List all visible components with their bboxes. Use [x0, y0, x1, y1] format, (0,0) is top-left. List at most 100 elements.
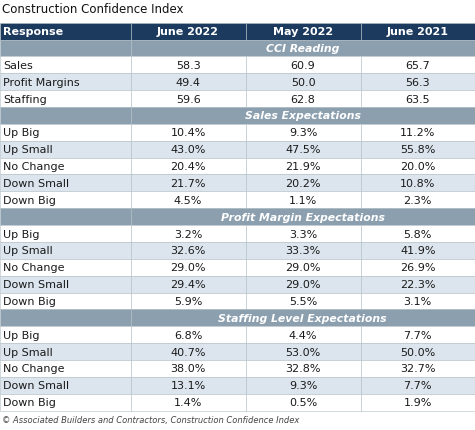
- Bar: [361, 343, 475, 360]
- Text: No Change: No Change: [3, 364, 65, 374]
- Text: Up Big: Up Big: [3, 128, 40, 138]
- Text: Up Small: Up Small: [3, 347, 53, 357]
- Bar: [361, 394, 475, 411]
- Bar: [131, 377, 246, 394]
- Text: 10.4%: 10.4%: [171, 128, 206, 138]
- Text: 29.0%: 29.0%: [285, 280, 321, 289]
- Bar: [246, 192, 361, 209]
- Bar: [361, 377, 475, 394]
- Bar: [361, 192, 475, 209]
- Bar: [131, 276, 246, 293]
- Bar: [246, 243, 361, 259]
- Text: 29.4%: 29.4%: [171, 280, 206, 289]
- Text: 62.8: 62.8: [291, 94, 315, 104]
- Text: Profit Margins: Profit Margins: [3, 77, 80, 88]
- Bar: [131, 243, 246, 259]
- Bar: [0, 24, 131, 40]
- Bar: [0, 125, 131, 141]
- Text: Up Big: Up Big: [3, 229, 40, 239]
- Text: 50.0: 50.0: [291, 77, 315, 88]
- Text: 29.0%: 29.0%: [285, 263, 321, 273]
- Text: May 2022: May 2022: [273, 27, 333, 37]
- Text: 55.8%: 55.8%: [400, 145, 436, 155]
- Bar: [361, 326, 475, 343]
- Text: 6.8%: 6.8%: [174, 330, 202, 340]
- Bar: [131, 141, 246, 158]
- Bar: [246, 91, 361, 108]
- Text: 9.3%: 9.3%: [289, 128, 317, 138]
- Bar: [0, 91, 131, 108]
- Text: 38.0%: 38.0%: [171, 364, 206, 374]
- Bar: [246, 24, 361, 40]
- Bar: [361, 175, 475, 192]
- Bar: [361, 293, 475, 310]
- Text: 1.9%: 1.9%: [404, 397, 432, 407]
- Text: June 2022: June 2022: [157, 27, 219, 37]
- Bar: [246, 226, 361, 243]
- Text: 1.1%: 1.1%: [289, 195, 317, 205]
- Bar: [131, 24, 246, 40]
- Bar: [246, 74, 361, 91]
- Text: 58.3: 58.3: [176, 61, 200, 71]
- Text: 3.2%: 3.2%: [174, 229, 202, 239]
- Bar: [0, 74, 131, 91]
- Bar: [131, 40, 475, 57]
- Bar: [246, 141, 361, 158]
- Bar: [246, 175, 361, 192]
- Bar: [131, 394, 246, 411]
- Bar: [361, 74, 475, 91]
- Bar: [246, 125, 361, 141]
- Bar: [0, 243, 131, 259]
- Text: 32.8%: 32.8%: [285, 364, 321, 374]
- Bar: [0, 276, 131, 293]
- Bar: [131, 125, 246, 141]
- Bar: [246, 259, 361, 276]
- Bar: [131, 310, 475, 326]
- Bar: [0, 310, 131, 326]
- Text: June 2021: June 2021: [387, 27, 449, 37]
- Text: Up Big: Up Big: [3, 330, 40, 340]
- Bar: [246, 57, 361, 74]
- Bar: [0, 175, 131, 192]
- Text: 5.8%: 5.8%: [404, 229, 432, 239]
- Bar: [361, 141, 475, 158]
- Bar: [0, 57, 131, 74]
- Text: Down Small: Down Small: [3, 280, 69, 289]
- Text: Down Big: Down Big: [3, 195, 56, 205]
- Text: Down Small: Down Small: [3, 178, 69, 188]
- Text: 0.5%: 0.5%: [289, 397, 317, 407]
- Text: 22.3%: 22.3%: [400, 280, 436, 289]
- Text: 59.6: 59.6: [176, 94, 200, 104]
- Bar: [131, 343, 246, 360]
- Bar: [0, 141, 131, 158]
- Text: 53.0%: 53.0%: [285, 347, 321, 357]
- Bar: [361, 360, 475, 377]
- Text: 5.9%: 5.9%: [174, 296, 202, 306]
- Text: Down Big: Down Big: [3, 296, 56, 306]
- Bar: [246, 326, 361, 343]
- Text: 7.7%: 7.7%: [403, 381, 432, 390]
- Text: 50.0%: 50.0%: [400, 347, 436, 357]
- Text: 32.6%: 32.6%: [171, 246, 206, 256]
- Text: 65.7: 65.7: [405, 61, 430, 71]
- Bar: [0, 377, 131, 394]
- Bar: [131, 108, 475, 125]
- Text: CCI Reading: CCI Reading: [266, 44, 340, 54]
- Text: Down Big: Down Big: [3, 397, 56, 407]
- Text: No Change: No Change: [3, 263, 65, 273]
- Bar: [0, 158, 131, 175]
- Bar: [0, 40, 131, 57]
- Text: 11.2%: 11.2%: [400, 128, 436, 138]
- Bar: [361, 24, 475, 40]
- Bar: [0, 343, 131, 360]
- Text: 13.1%: 13.1%: [171, 381, 206, 390]
- Text: 60.9: 60.9: [291, 61, 315, 71]
- Text: 9.3%: 9.3%: [289, 381, 317, 390]
- Text: Staffing Level Expectations: Staffing Level Expectations: [218, 313, 387, 323]
- Bar: [361, 243, 475, 259]
- Bar: [0, 259, 131, 276]
- Text: Staffing: Staffing: [3, 94, 47, 104]
- Text: Sales Expectations: Sales Expectations: [245, 111, 361, 121]
- Bar: [246, 158, 361, 175]
- Bar: [246, 276, 361, 293]
